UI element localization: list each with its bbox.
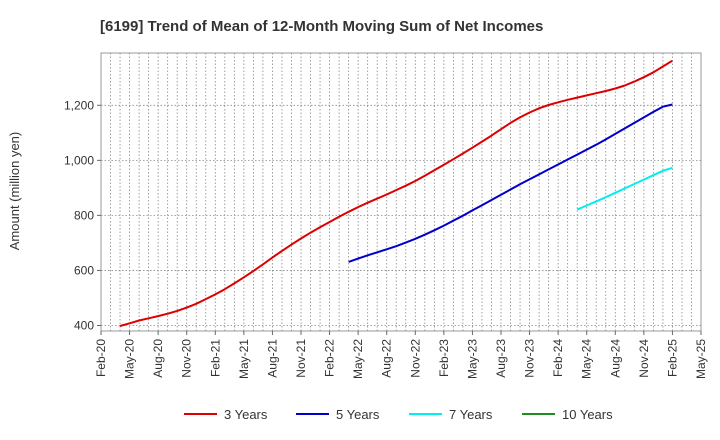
y-axis-label: Amount (million yen) <box>7 132 22 251</box>
x-tick-label: Aug-23 <box>494 339 508 378</box>
series-line-5-years <box>348 103 673 263</box>
y-tick-label: 800 <box>74 208 94 222</box>
x-tick-label: Feb-24 <box>551 339 565 377</box>
series-line-7-years <box>576 166 673 211</box>
x-tick-label: Feb-25 <box>665 339 679 377</box>
legend-label: 10 Years <box>562 407 613 422</box>
x-tick-label: Nov-22 <box>408 339 422 378</box>
y-tick-label: 600 <box>74 263 94 277</box>
x-axis-ticks: Feb-20 May-20 Aug-20 Nov-20 Feb-21 May-21 Aug-… <box>94 331 708 379</box>
series-lines <box>119 59 673 327</box>
x-tick-label: Aug-20 <box>151 339 165 378</box>
x-tick-label: Aug-22 <box>380 339 394 378</box>
x-tick-label: Nov-23 <box>523 339 537 378</box>
x-tick-label: May-22 <box>351 339 365 379</box>
plot-area <box>100 52 702 332</box>
plot-frame <box>100 52 702 332</box>
x-tick-label: Aug-21 <box>265 339 279 378</box>
x-tick-label: May-23 <box>465 339 479 379</box>
legend: 3 Years 5 Years 7 Years 10 Years <box>184 407 613 422</box>
chart-title: [6199] Trend of Mean of 12-Month Moving … <box>100 18 543 35</box>
x-tick-label: May-25 <box>694 339 708 379</box>
x-tick-label: Feb-23 <box>437 339 451 377</box>
y-tick-label: 1,200 <box>64 98 94 112</box>
x-tick-label: Feb-22 <box>323 339 337 377</box>
x-tick-label: May-21 <box>237 339 251 379</box>
x-tick-label: Nov-24 <box>637 339 651 378</box>
series-line-3-years <box>119 59 673 327</box>
x-tick-label: Feb-21 <box>208 339 222 377</box>
y-tick-label: 400 <box>74 318 94 332</box>
legend-label: 3 Years <box>224 407 268 422</box>
x-tick-label: May-20 <box>123 339 137 379</box>
legend-label: 5 Years <box>336 407 380 422</box>
x-tick-label: Aug-24 <box>608 339 622 378</box>
y-axis-ticks: 400 600 800 1,000 1,200 <box>64 98 101 332</box>
x-tick-label: May-24 <box>580 339 594 379</box>
x-tick-label: Feb-20 <box>94 339 108 377</box>
legend-label: 7 Years <box>449 407 493 422</box>
x-tick-label: Nov-20 <box>180 339 194 378</box>
gridlines <box>101 53 701 331</box>
y-tick-label: 1,000 <box>64 153 94 167</box>
x-tick-label: Nov-21 <box>294 339 308 378</box>
